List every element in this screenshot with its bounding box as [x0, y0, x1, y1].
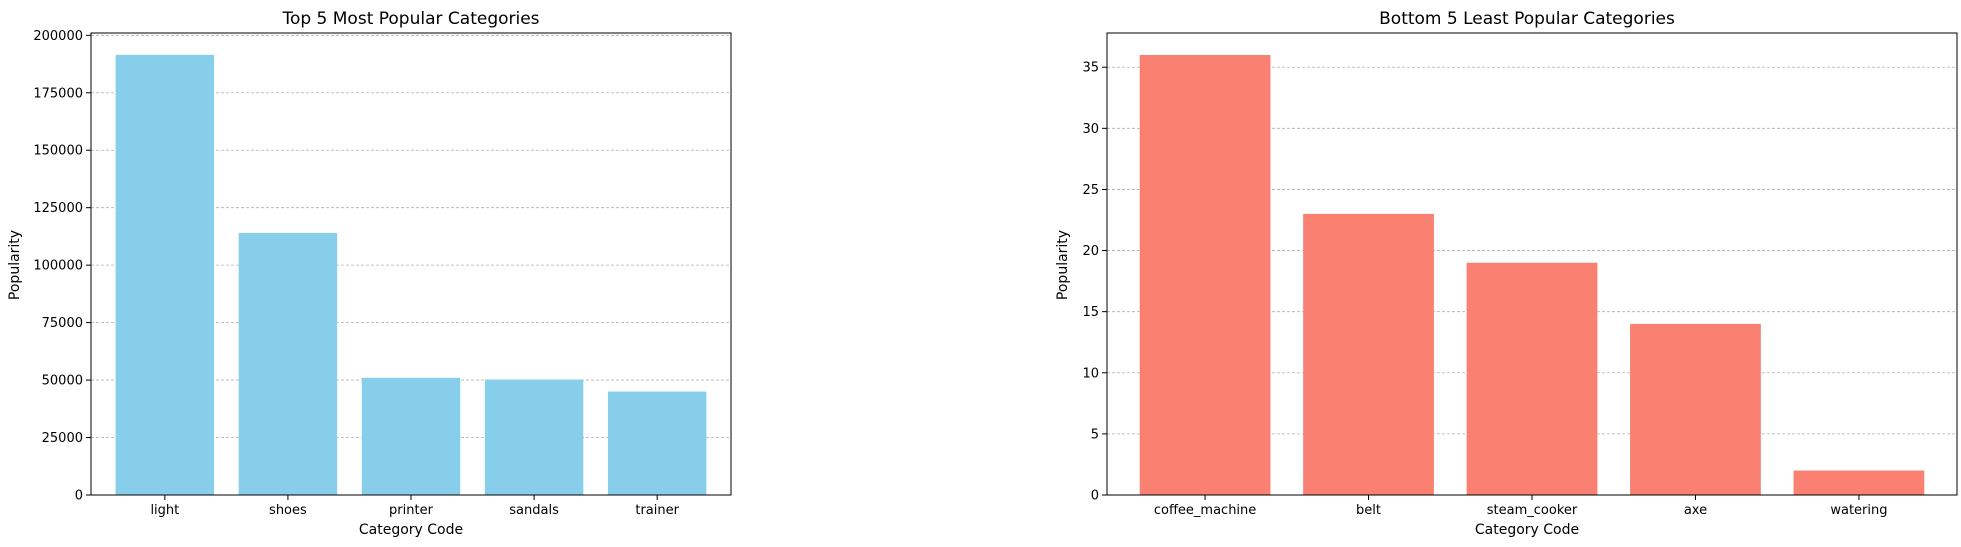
y-tick-label: 175000 — [33, 86, 83, 101]
bar-steam_cooker — [1466, 262, 1598, 495]
x-tick-label: sandals — [509, 503, 559, 518]
bar-printer — [361, 377, 461, 495]
bottom-categories-chart: Bottom 5 Least Popular Categories Catego… — [1055, 9, 1958, 538]
x-tick-label: watering — [1830, 503, 1887, 518]
y-tick-label: 75000 — [42, 316, 83, 331]
y-tick-label: 15 — [1082, 305, 1099, 320]
bar-axe — [1630, 323, 1761, 495]
y-axis-label: Popularity — [1055, 230, 1071, 300]
y-tick-label: 10 — [1082, 366, 1099, 381]
x-ticks: light shoes printer sandals trainer — [150, 495, 680, 518]
x-axis-label: Category Code — [1475, 522, 1579, 538]
y-ticks: 0 5 10 15 20 25 30 35 — [1082, 61, 1107, 504]
bar-sandals — [484, 379, 584, 495]
y-tick-label: 5 — [1091, 427, 1099, 442]
y-ticks: 0 25000 50000 75000 100000 125000 150000 175000… — [33, 29, 91, 504]
bars — [1139, 55, 1925, 495]
x-tick-label: trainer — [635, 503, 679, 518]
bar-trainer — [607, 391, 707, 495]
y-tick-label: 200000 — [33, 29, 83, 44]
y-tick-label: 100000 — [33, 259, 83, 274]
y-axis-label: Popularity — [7, 230, 23, 300]
y-tick-label: 0 — [1091, 489, 1099, 504]
plot-frame — [1106, 32, 1958, 496]
x-tick-label: belt — [1356, 503, 1381, 518]
x-tick-label: printer — [389, 503, 434, 518]
bar-belt — [1303, 213, 1434, 495]
bar-coffee_machine — [1139, 55, 1271, 495]
y-tick-label: 150000 — [33, 144, 83, 159]
y-tick-label: 25 — [1082, 183, 1099, 198]
bar-watering — [1793, 470, 1925, 495]
y-tick-label: 0 — [75, 489, 83, 504]
y-tick-label: 125000 — [33, 201, 83, 216]
y-tick-label: 20 — [1082, 244, 1099, 259]
bars — [115, 54, 707, 496]
top-categories-chart: Top 5 Most Popular Categories Category C… — [7, 9, 732, 538]
bar-light — [115, 54, 215, 496]
x-tick-label: shoes — [269, 503, 307, 518]
x-tick-label: light — [150, 503, 179, 518]
x-tick-label: steam_cooker — [1487, 503, 1578, 518]
y-tick-label: 35 — [1082, 61, 1099, 76]
y-tick-label: 50000 — [42, 374, 83, 389]
x-axis-label: Category Code — [359, 522, 463, 538]
x-tick-label: axe — [1684, 503, 1707, 518]
chart-title: Bottom 5 Least Popular Categories — [1379, 9, 1675, 29]
x-ticks: coffee_machine belt steam_cooker axe waterin… — [1154, 495, 1888, 518]
y-tick-label: 25000 — [42, 431, 83, 446]
y-tick-label: 30 — [1082, 122, 1099, 137]
x-tick-label: coffee_machine — [1154, 503, 1256, 518]
bar-shoes — [238, 232, 338, 495]
chart-title: Top 5 Most Popular Categories — [281, 9, 539, 29]
plot-frame — [90, 32, 732, 496]
